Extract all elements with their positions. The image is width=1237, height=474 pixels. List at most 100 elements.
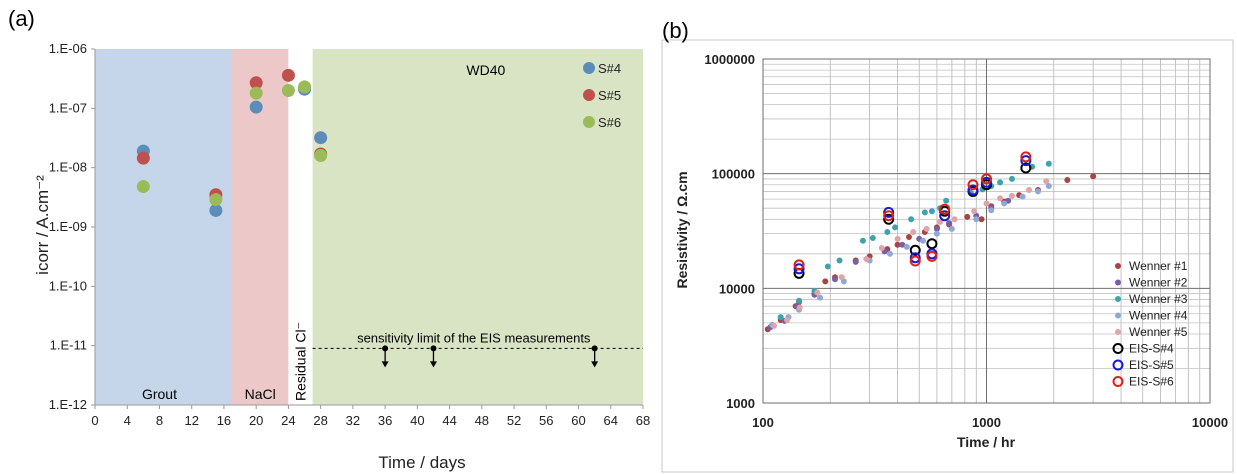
b-point-wenner-1 [905,234,912,241]
b-y-tick-label: 10000 [719,281,755,296]
a-x-tick-label: 24 [281,413,295,428]
b-point-wenner-4 [973,216,980,223]
b-point-eis-s-6 [1020,151,1032,163]
a-legend-label-s-4: S#4 [598,61,621,76]
b-x-axis-title: Time / hr [957,434,1016,450]
b-legend-marker-wenner-1 [1115,263,1121,269]
b-point-wenner-3 [796,297,803,304]
b-legend-marker-eis-s-5 [1112,359,1124,371]
b-point-wenner-3 [928,208,935,215]
b-x-tick-label: 1000 [972,415,1001,430]
b-legend-marker-eis-s-6 [1112,376,1124,387]
a-point-s-6 [281,83,295,97]
b-point-eis-s-4 [1020,162,1032,174]
b-data-points [764,151,1097,333]
panel-b: (b) 100 1000 10000 1000100001000001000000 … [661,18,1234,473]
b-point-wenner-2 [852,258,859,265]
b-point-eis-s-6 [967,179,979,191]
a-region-label-nacl: NaCl [245,386,276,402]
b-point-wenner-4 [933,230,940,237]
a-x-tick-label: 40 [410,413,424,428]
b-point-wenner-5 [1008,192,1015,199]
panel-a-label: (a) [8,6,35,31]
b-point-wenner-2 [832,276,839,283]
a-data-points [136,68,328,217]
b-point-wenner-5 [814,289,821,296]
a-legend-label-s-6: S#6 [598,115,621,130]
b-figure-border [661,39,1234,473]
b-legend-marker-wenner-2 [1115,279,1121,286]
b-point-wenner-3 [777,314,784,321]
b-point-eis-s-5 [883,206,895,218]
b-point-eis-s-6 [909,255,921,267]
b-point-wenner-3 [921,209,928,216]
a-x-tick-label: 8 [156,413,163,428]
b-x-ticks: 100 1000 10000 [752,415,1228,430]
a-limit-arrow [429,345,437,368]
b-point-wenner-5 [796,304,803,311]
b-y-tick-label: 1000 [726,396,755,411]
b-point-wenner-2 [899,241,906,248]
a-legend: S#4 S#5 S#6 [583,61,621,130]
b-plot-frame [762,58,1211,404]
b-point-eis-s-4 [926,238,938,250]
a-point-s-5 [281,68,295,82]
b-legend-label-eis-s-5: EIS-S#5 [1129,358,1174,372]
a-x-tick-label: 64 [604,413,618,428]
a-sensitivity-limit-label: sensitivity limit of the EIS measurement… [357,330,591,345]
a-x-tick-label: 44 [442,413,456,428]
b-point-wenner-1 [978,216,985,223]
b-y-tick-label: 1000000 [704,52,755,67]
b-point-eis-s-6 [926,250,938,262]
b-point-eis-s-5 [1020,155,1032,167]
a-y-tick-label: 1.E-12 [49,397,87,412]
a-x-axis-title: Time / days [378,453,465,472]
a-region-label-residual-cl: Residual Cl⁻ [293,322,309,401]
b-point-wenner-5 [997,195,1004,202]
b-y-ticks: 1000 10000 100000 1000000 [704,52,755,411]
b-point-wenner-5 [878,244,885,251]
b-legend-marker-wenner-3 [1115,296,1121,302]
a-legend-marker-s-5 [583,89,595,101]
a-limit-arrow [381,345,389,368]
a-legend-marker-s-6 [583,116,595,128]
b-point-wenner-5 [771,322,778,329]
a-y-ticks: 1.E-12 1.E-11 1.E-10 1.E-09 1.E-08 1.E-07 1.E-… [49,41,95,412]
b-point-wenner-5 [783,316,790,323]
a-point-s-5 [249,76,263,90]
a-x-tick-label: 60 [571,413,585,428]
b-point-wenner-1 [1090,173,1097,180]
b-point-wenner-4 [1019,193,1026,200]
b-legend-marker-wenner-5 [1115,329,1121,335]
a-region-bands: Grout NaCl WD40 Residual Cl⁻ [95,49,643,405]
a-y-tick-label: 1.E-08 [49,160,87,175]
a-y-tick-label: 1.E-10 [49,278,87,293]
a-y-tick-label: 1.E-09 [49,219,87,234]
b-point-wenner-5 [983,200,990,207]
a-y-tick-label: 1.E-06 [49,41,87,56]
b-legend-label-eis-s-4: EIS-S#4 [1129,342,1174,356]
a-x-tick-label: 20 [249,413,263,428]
a-point-s-6 [314,149,328,163]
a-point-s-4 [209,203,223,217]
panel-b-label: (b) [662,18,689,43]
b-point-wenner-3 [869,234,876,241]
b-point-wenner-4 [1001,200,1008,207]
b-point-wenner-4 [1045,183,1052,190]
b-legend-label-wenner-4: Wenner #4 [1129,309,1188,323]
b-point-wenner-3 [908,216,915,223]
b-point-wenner-4 [920,237,927,244]
a-limit-arrow [591,345,599,368]
a-x-tick-label: 52 [507,413,521,428]
b-point-wenner-4 [903,243,910,250]
b-point-eis-s-4 [883,213,895,225]
b-point-wenner-5 [910,228,917,235]
b-point-eis-s-4 [909,244,921,256]
a-region-wd40 [312,49,643,405]
a-x-tick-label: 36 [378,413,392,428]
a-point-s-4 [249,100,263,114]
b-point-wenner-4 [886,250,893,257]
b-point-eis-s-6 [793,259,805,271]
a-x-tick-label: 4 [124,413,131,428]
